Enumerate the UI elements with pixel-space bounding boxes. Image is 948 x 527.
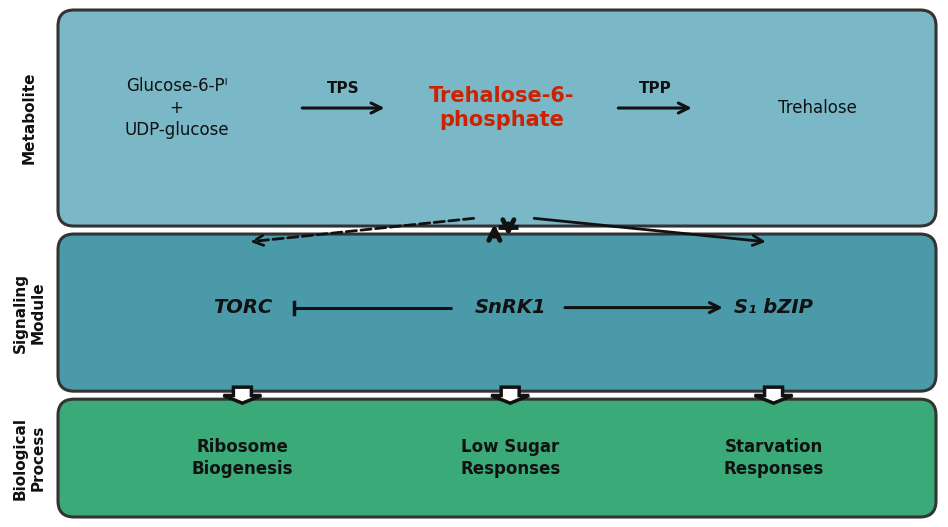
Text: Low Sugar
Responses: Low Sugar Responses <box>460 438 560 478</box>
FancyBboxPatch shape <box>58 399 936 517</box>
Text: Ribosome
Biogenesis: Ribosome Biogenesis <box>191 438 293 478</box>
Polygon shape <box>491 387 529 403</box>
Text: TPS: TPS <box>327 81 359 95</box>
Text: Trehalose-6-
phosphate: Trehalose-6- phosphate <box>428 86 574 130</box>
Text: SnRK1: SnRK1 <box>474 298 546 317</box>
Polygon shape <box>755 387 793 403</box>
Text: Trehalose: Trehalose <box>778 99 857 117</box>
Polygon shape <box>224 387 262 403</box>
Text: Signaling
Module: Signaling Module <box>13 272 46 353</box>
Text: Starvation
Responses: Starvation Responses <box>723 438 824 478</box>
Text: Biological
Process: Biological Process <box>13 416 46 500</box>
Text: TPP: TPP <box>639 81 671 95</box>
FancyBboxPatch shape <box>58 234 936 391</box>
Text: S₁ bZIP: S₁ bZIP <box>734 298 813 317</box>
Text: TORC: TORC <box>212 298 272 317</box>
Text: Glucose-6-Pᴵ
+
UDP-glucose: Glucose-6-Pᴵ + UDP-glucose <box>124 77 228 139</box>
Text: Metabolite: Metabolite <box>22 72 37 164</box>
FancyBboxPatch shape <box>58 10 936 226</box>
